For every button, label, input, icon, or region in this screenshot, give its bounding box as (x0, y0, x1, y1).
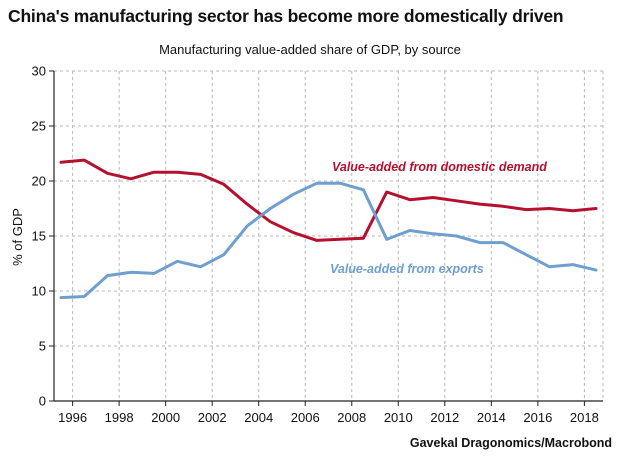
data-point-domestic (525, 209, 527, 211)
chart-subtitle: Manufacturing value-added share of GDP, … (159, 42, 461, 57)
data-point-exports (502, 242, 504, 244)
data-point-domestic (153, 171, 155, 173)
data-point-domestic (200, 173, 202, 175)
data-point-domestic (223, 183, 225, 185)
data-point-exports (316, 182, 318, 184)
y-tick-label: 10 (32, 284, 46, 299)
y-tick-label: 20 (32, 174, 46, 189)
data-point-domestic (549, 208, 550, 209)
y-tick-label: 0 (39, 394, 46, 409)
data-point-exports (83, 296, 85, 297)
y-tick-label: 30 (32, 64, 46, 79)
axes: 0 5 10 15 20 25 30 1996 1998 2000 2002 2004 2006 2008… (32, 64, 603, 425)
data-point-exports (595, 269, 597, 271)
data-point-domestic (246, 203, 248, 205)
x-tick-label: 2004 (244, 410, 273, 425)
data-point-domestic (386, 191, 388, 193)
series-lines (59, 158, 598, 300)
data-point-domestic (293, 232, 295, 234)
data-point-domestic (60, 161, 62, 163)
data-point-exports (479, 242, 481, 244)
series-line-domestic (59, 158, 598, 242)
series-labels: Value-added from domestic demand Value-a… (330, 160, 547, 276)
x-tick-label: 2014 (477, 410, 506, 425)
x-tick-label: 2002 (198, 410, 227, 425)
data-point-exports (409, 230, 411, 231)
x-tick-label: 2000 (151, 410, 180, 425)
data-point-exports (107, 275, 108, 277)
y-tick-label: 25 (32, 119, 46, 134)
data-point-exports (549, 266, 550, 268)
x-tick-label: 1996 (58, 410, 87, 425)
data-point-exports (200, 266, 202, 268)
data-point-exports (386, 238, 388, 240)
x-tick-label: 2018 (570, 410, 599, 425)
series-label-domestic: Value-added from domestic demand (332, 160, 547, 174)
data-point-exports (223, 254, 225, 256)
data-point-exports (339, 182, 341, 184)
data-point-domestic (269, 221, 271, 223)
x-tick-label: 2016 (523, 410, 552, 425)
data-point-exports (130, 271, 132, 273)
chart-title: China's manufacturing sector has become … (8, 6, 564, 26)
gridlines (54, 70, 604, 401)
data-point-domestic (595, 208, 597, 209)
data-point-exports (432, 233, 434, 235)
data-point-domestic (176, 171, 178, 173)
data-point-domestic (316, 239, 318, 241)
data-point-domestic (455, 200, 457, 202)
data-point-exports (525, 254, 527, 256)
data-point-exports (362, 189, 364, 191)
data-point-domestic (479, 203, 481, 205)
data-point-domestic (107, 172, 108, 174)
series-label-exports: Value-added from exports (330, 262, 484, 276)
data-point-domestic (130, 178, 132, 180)
x-tick-label: 1998 (105, 410, 134, 425)
data-point-exports (246, 225, 248, 227)
data-point-domestic (502, 205, 504, 207)
data-point-exports (60, 297, 62, 299)
source-credit: Gavekal Dragonomics/Macrobond (409, 436, 612, 450)
x-tick-label: 2006 (291, 410, 320, 425)
data-point-domestic (572, 210, 574, 212)
data-point-exports (269, 208, 271, 209)
y-tick-label: 5 (39, 339, 46, 354)
data-point-exports (455, 235, 457, 237)
data-point-exports (572, 264, 574, 266)
y-tick-label: 15 (32, 229, 46, 244)
data-point-exports (176, 260, 178, 262)
data-point-domestic (83, 159, 85, 161)
x-tick-label: 2010 (384, 410, 413, 425)
data-point-exports (153, 272, 155, 274)
data-point-domestic (362, 237, 364, 239)
data-point-domestic (339, 238, 341, 240)
data-point-exports (293, 193, 295, 195)
x-tick-label: 2012 (430, 410, 459, 425)
series-line-exports (59, 181, 598, 300)
data-point-domestic (409, 199, 411, 201)
y-axis-label: % of GDP (10, 208, 25, 266)
data-point-domestic (432, 197, 434, 198)
x-tick-label: 2008 (337, 410, 366, 425)
